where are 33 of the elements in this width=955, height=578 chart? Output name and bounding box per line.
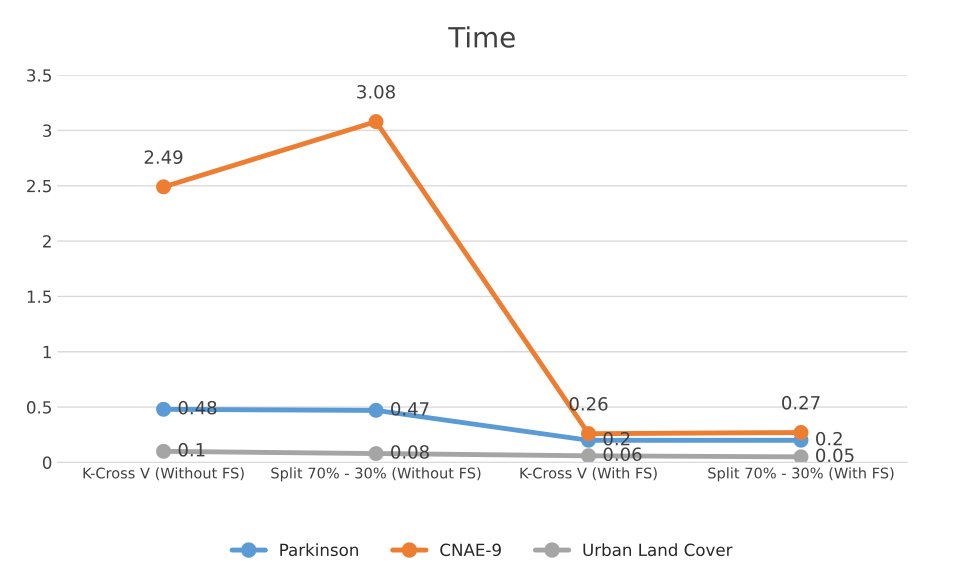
- x-tick-label: Split 70% - 30% (With FS): [708, 467, 894, 482]
- x-tick-label: K-Cross V (Without FS): [84, 467, 244, 480]
- point: [794, 425, 808, 440]
- point: [156, 179, 172, 194]
- point: [156, 444, 172, 459]
- data-label: 0.47: [391, 402, 429, 416]
- y-tick-label: 2.5: [27, 180, 51, 192]
- data-label: 0.26: [570, 397, 608, 411]
- y-tick-label: 0: [42, 456, 52, 469]
- y-tick-label: 3: [43, 124, 52, 138]
- data-label: 0.2: [816, 432, 842, 446]
- point: [368, 402, 384, 418]
- point: [794, 449, 808, 462]
- legend-label: Parkinson: [280, 543, 358, 556]
- point: [581, 426, 596, 442]
- point: [156, 402, 172, 417]
- y-tick-label: 1.5: [28, 290, 51, 303]
- legend-label: Urban Land Cover: [583, 543, 732, 556]
- legend-label: CNAE-9: [440, 544, 501, 556]
- point: [368, 114, 384, 130]
- y-tick-label: 1: [44, 346, 51, 358]
- y-tick-label: 0.5: [27, 401, 51, 414]
- data-label: 3.08: [357, 85, 395, 99]
- data-label: 0.27: [782, 396, 820, 410]
- x-tick-label: K-Cross V (With FS): [520, 467, 657, 480]
- y-tick-label: 2: [43, 235, 51, 248]
- x-tick-label: Split 70% - 30% (Without FS): [271, 467, 480, 482]
- y-tick-label: 3.5: [27, 69, 51, 82]
- data-label: 2.49: [144, 150, 182, 164]
- point: [581, 448, 596, 462]
- data-label: 0.05: [816, 448, 854, 462]
- chart-title: Time: [448, 26, 515, 48]
- point: [368, 446, 384, 462]
